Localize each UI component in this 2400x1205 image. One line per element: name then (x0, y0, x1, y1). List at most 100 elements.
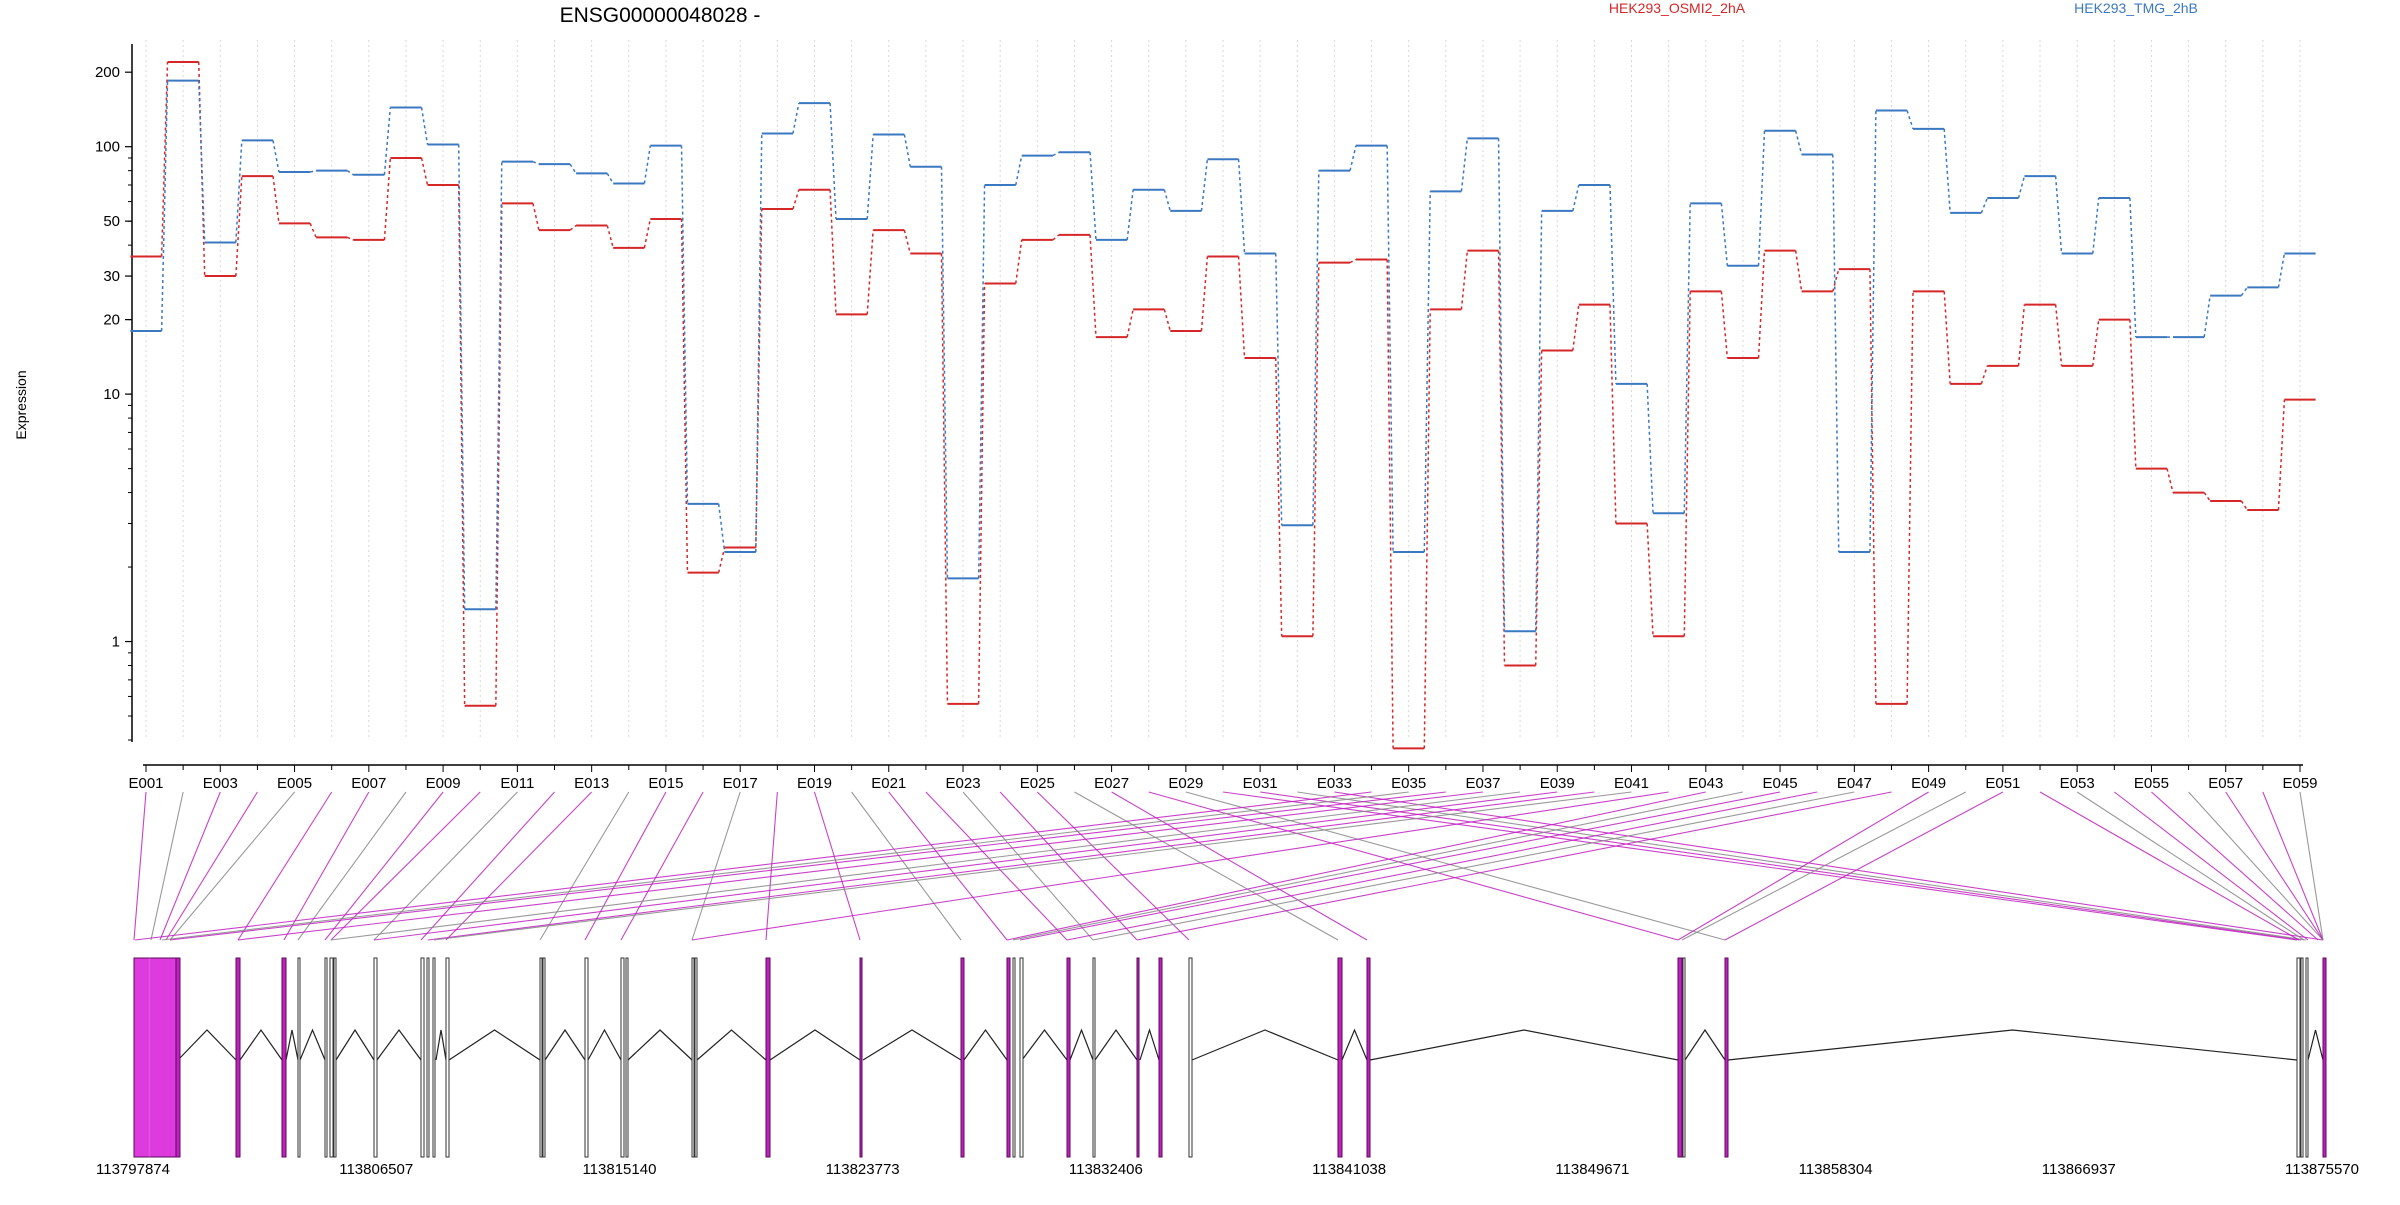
data-connector (495, 161, 503, 610)
exon-connector (330, 791, 481, 941)
series-group (130, 60, 2316, 750)
data-connector (1274, 357, 1283, 637)
exon-block (1366, 957, 1371, 1158)
exon-block (691, 957, 695, 1158)
y-tick-label: 10 (103, 386, 120, 403)
intron (862, 1029, 962, 1061)
intron (587, 1028, 622, 1061)
intron (335, 1028, 375, 1061)
data-connector (680, 145, 689, 504)
intron (239, 1028, 283, 1061)
data-connector (606, 172, 614, 184)
exon-connector (169, 791, 1446, 941)
data-connector (1015, 239, 1023, 284)
data-connector (866, 134, 874, 220)
exon-connector (237, 791, 1484, 941)
y-tick-label: 20 (103, 312, 120, 329)
data-connector (2129, 198, 2137, 338)
x-tick-label: E001 (128, 775, 163, 792)
data-connector (680, 219, 689, 573)
coordinate-label: 113841038 (1312, 1161, 1386, 1178)
coordinate-label: 113849671 (1555, 1161, 1629, 1178)
exon-connector (373, 791, 1558, 941)
exon-block (420, 957, 425, 1158)
exon-block (281, 957, 287, 1158)
data-connector (569, 224, 577, 231)
exon-connector (620, 791, 704, 941)
data-connector (272, 176, 280, 224)
data-connector (2203, 492, 2211, 502)
data-connector (309, 223, 317, 238)
chart-title: ENSG00000048028 - (560, 4, 761, 27)
data-connector (1794, 130, 1803, 155)
exon-connector (134, 791, 1372, 941)
data-connector (1869, 110, 1877, 553)
exon-connector (427, 791, 1595, 941)
data-connector (2277, 253, 2286, 288)
genomic-coordinates: 113797874 113806507 113815140 113823773 1138… (96, 1161, 2359, 1178)
exon-block (859, 957, 863, 1158)
exon-block (2305, 957, 2309, 1158)
exon-block (1092, 957, 1096, 1158)
data-connector (1646, 523, 1654, 637)
data-connector (1943, 291, 1951, 384)
data-connector (420, 107, 429, 145)
data-connector (2240, 286, 2248, 297)
intron (2307, 1029, 2324, 1061)
x-tick-label: E017 (723, 775, 758, 792)
data-connector (309, 169, 317, 173)
x-tick-label: E033 (1317, 775, 1352, 792)
exon-connector (420, 791, 555, 941)
axes: 1 10 20 30 50 100 200 E001 E003 E005 E007 E009 E011 E… (95, 44, 2318, 792)
exon-connector (1074, 791, 1339, 941)
exon-block (625, 957, 629, 1158)
y-tick-label: 100 (95, 139, 120, 156)
data-connector (940, 166, 949, 579)
data-connector (1534, 210, 1543, 632)
data-connector (643, 145, 652, 184)
data-connector (197, 80, 206, 243)
data-connector (903, 229, 912, 254)
data-connector (717, 547, 726, 573)
data-connector (903, 134, 912, 167)
series-lines (130, 60, 2316, 750)
data-connector (1794, 250, 1803, 292)
exon-block (960, 957, 965, 1158)
exon-connector (373, 791, 518, 941)
x-tick-label: E009 (426, 775, 461, 792)
exon-connector (1677, 791, 1929, 941)
exon-connector (1111, 791, 1368, 941)
data-connector (1349, 145, 1357, 171)
exon-block (373, 957, 378, 1158)
exon-block (175, 957, 181, 1158)
intron (1727, 1029, 2298, 1061)
exon-connector (2225, 791, 2324, 941)
data-connector (1943, 128, 1951, 213)
data-connector (2092, 197, 2100, 254)
data-connector (532, 160, 540, 165)
exon-block (765, 957, 771, 1158)
y-axis-label: Expression (13, 370, 29, 439)
data-connector (1572, 184, 1580, 212)
data-connector (1163, 189, 1171, 212)
data-connector (1572, 304, 1580, 351)
data-connector (1646, 383, 1654, 514)
coordinate-label: 113832406 (1069, 1161, 1143, 1178)
exon-connector (1006, 791, 1706, 941)
data-connector (1126, 189, 1134, 240)
series-group (130, 79, 2316, 633)
data-connector (2054, 176, 2063, 254)
intron (1684, 1028, 1726, 1061)
intron (1369, 1029, 1679, 1061)
data-connector (1757, 130, 1766, 266)
exon-block (1012, 957, 1016, 1158)
exon-connector (159, 791, 221, 941)
data-connector (792, 189, 800, 210)
y-tick-label: 1 (112, 634, 120, 651)
x-tick-label: E035 (1391, 775, 1426, 792)
data-connector (643, 218, 652, 249)
exon-block (445, 957, 450, 1158)
coordinate-label: 113815140 (582, 1161, 656, 1178)
exon-connector (283, 791, 370, 941)
exon-block (133, 957, 177, 1158)
